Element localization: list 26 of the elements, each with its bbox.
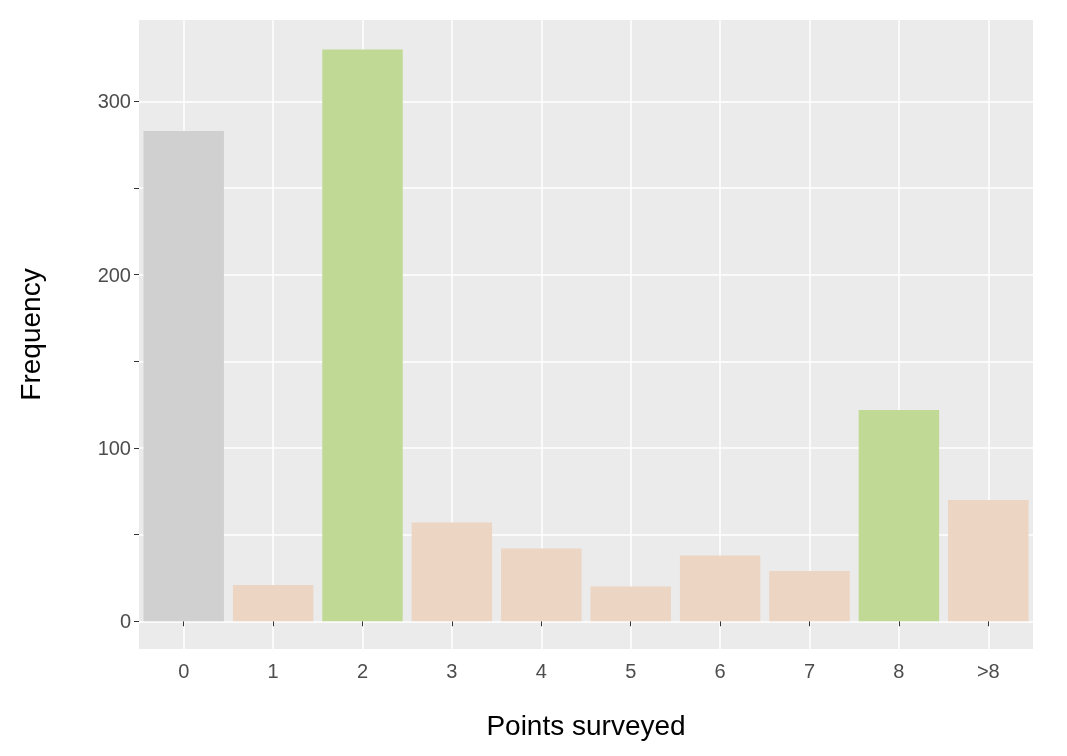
- bar: [590, 586, 671, 622]
- bar: [143, 130, 224, 622]
- bar: [322, 49, 403, 622]
- y-tick-label: 300: [97, 90, 131, 113]
- x-tick-label: 1: [267, 660, 279, 682]
- bar: [232, 584, 314, 622]
- x-axis-title: Points surveyed: [486, 709, 686, 741]
- x-tick-label: 3: [446, 660, 458, 682]
- x-tick-label: 7: [803, 660, 816, 682]
- x-tick-label: 8: [893, 660, 905, 682]
- bar: [948, 499, 1029, 622]
- bar: [858, 409, 940, 622]
- y-axis-title: Frequency: [14, 268, 46, 401]
- y-tick-label: 200: [97, 263, 131, 286]
- x-tick-label: 6: [714, 660, 726, 682]
- x-tick-label: 5: [625, 660, 637, 682]
- x-tick-label: >8: [976, 660, 1000, 682]
- bar: [769, 571, 850, 622]
- x-tick-label: 4: [535, 660, 547, 682]
- y-tick-label: 0: [119, 610, 131, 633]
- x-tick-label: 2: [356, 660, 369, 682]
- bar: [679, 555, 761, 622]
- y-tick-label: 100: [97, 437, 131, 459]
- bar: [501, 548, 582, 622]
- x-tick-label: 0: [178, 660, 190, 682]
- bar: [411, 522, 493, 622]
